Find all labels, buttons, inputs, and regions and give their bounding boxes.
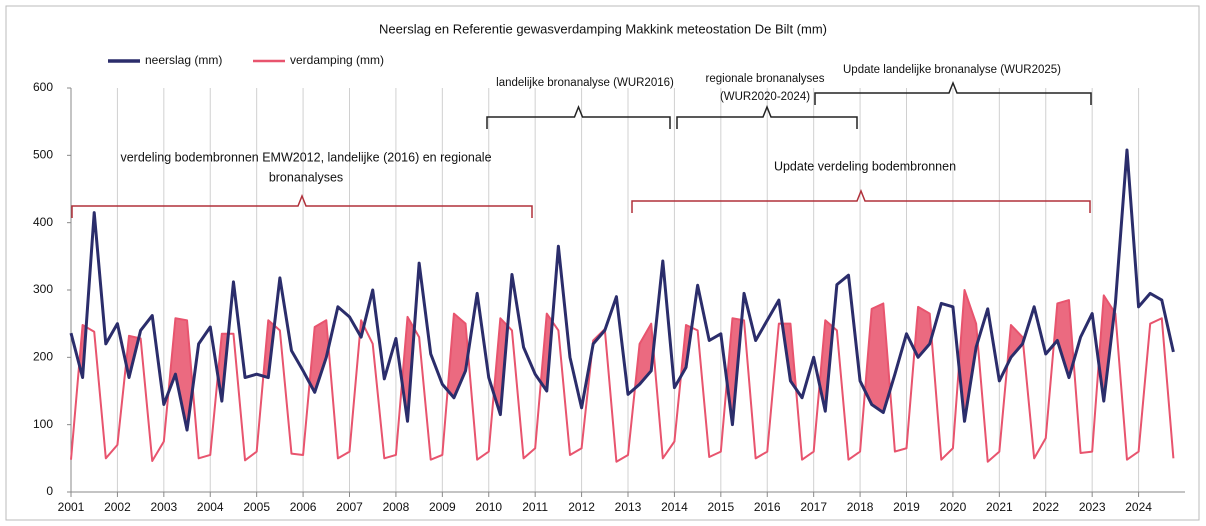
x-tick-label: 2002 [104, 500, 131, 514]
legend-label: verdamping (mm) [290, 53, 384, 67]
y-tick-label: 0 [46, 484, 53, 498]
bracket [676, 104, 858, 129]
x-tick-label: 2022 [1032, 500, 1059, 514]
y-tick-label: 500 [33, 148, 53, 162]
x-tick-label: 2004 [197, 500, 224, 514]
annotation: verdeling bodembronnen EMW2012, landelij… [120, 150, 491, 164]
annotation: regionale bronanalyses [706, 73, 825, 85]
x-tick-label: 2007 [336, 500, 363, 514]
x-tick-label: 2023 [1079, 500, 1106, 514]
y-tick-label: 200 [33, 350, 53, 364]
bracket [486, 104, 671, 129]
x-tick-label: 2010 [475, 500, 502, 514]
x-tick-label: 2014 [661, 500, 688, 514]
annotation: Update verdeling bodembronnen [774, 159, 956, 173]
x-tick-label: 2024 [1125, 500, 1152, 514]
series-line [70, 289, 1175, 463]
x-tick-label: 2017 [800, 500, 827, 514]
x-tick-label: 2011 [522, 500, 548, 514]
bracket [71, 193, 533, 218]
bracket [814, 80, 1092, 105]
annotation: Update landelijke bronanalyse (WUR2025) [843, 64, 1061, 76]
y-tick-label: 600 [33, 80, 53, 94]
x-tick-label: 2006 [290, 500, 317, 514]
x-tick-label: 2020 [940, 500, 967, 514]
annotation: landelijke bronanalyse (WUR2016) [496, 77, 674, 89]
chart-title: Neerslag en Referentie gewasverdamping M… [379, 21, 827, 36]
series-line [69, 148, 1175, 432]
y-tick-label: 400 [33, 215, 53, 229]
x-tick-label: 2021 [986, 500, 1013, 514]
x-tick-label: 2018 [847, 500, 874, 514]
x-tick-label: 2013 [615, 500, 642, 514]
x-tick-label: 2003 [150, 500, 177, 514]
annotation: (WUR2020-2024) [720, 91, 810, 103]
frame [5, 5, 1200, 521]
x-tick-label: 2015 [707, 500, 734, 514]
legend-label: neerslag (mm) [145, 53, 222, 67]
annotation: bronanalyses [269, 170, 343, 184]
x-tick-label: 2005 [243, 500, 270, 514]
x-tick-label: 2009 [429, 500, 456, 514]
x-tick-label: 2012 [568, 500, 595, 514]
y-tick-label: 300 [33, 282, 53, 296]
x-tick-label: 2019 [893, 500, 920, 514]
bracket [631, 188, 1091, 213]
x-tick-label: 2016 [754, 500, 781, 514]
x-tick-label: 2001 [58, 500, 85, 514]
x-tick-label: 2008 [383, 500, 410, 514]
y-tick-label: 100 [33, 417, 53, 431]
